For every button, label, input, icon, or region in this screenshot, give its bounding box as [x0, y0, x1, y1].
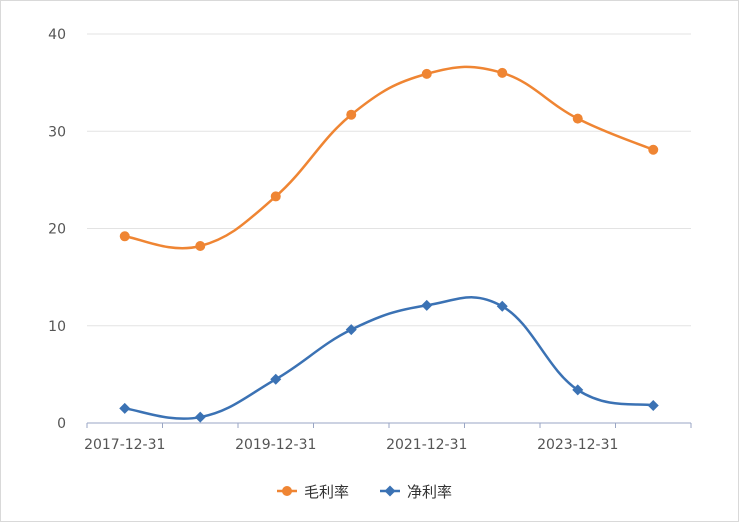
legend-item-1[interactable]: 毛利率: [277, 483, 349, 501]
series-1-point: [421, 68, 432, 79]
series-2-point: [345, 324, 357, 336]
series-1-point: [572, 113, 583, 124]
series-2-point: [119, 402, 131, 414]
series-2-point: [421, 299, 433, 311]
y-tick-label: 10: [48, 319, 66, 335]
y-axis-ticks: 0 10 20 30 40: [48, 27, 66, 432]
legend: 毛利率 净利率: [277, 483, 452, 501]
series-1-point: [270, 191, 281, 202]
y-tick-label: 0: [57, 416, 66, 432]
grid-lines: [87, 33, 691, 327]
series-2-point: [194, 411, 206, 423]
series-2-point: [270, 373, 282, 385]
x-tick-label: 2021-12-31: [386, 437, 467, 453]
x-tick-label: 2017-12-31: [84, 437, 165, 453]
series-2-point: [572, 384, 584, 396]
legend-label: 净利率: [407, 483, 452, 501]
series-1-point: [195, 241, 206, 252]
legend-marker: [384, 485, 396, 497]
series-lines: [119, 65, 659, 423]
y-tick-label: 30: [48, 124, 66, 140]
legend-label: 毛利率: [304, 483, 349, 501]
series-1: [119, 65, 659, 252]
x-axis: 2017-12-31 2019-12-31 2021-12-31 2023-12-31: [84, 422, 692, 453]
y-tick-label: 20: [48, 222, 66, 238]
legend-item-2[interactable]: 净利率: [380, 483, 452, 501]
x-tick-label: 2023-12-31: [537, 437, 618, 453]
series-2-point: [496, 300, 508, 312]
legend-marker: [282, 486, 292, 496]
series-2: [119, 296, 659, 423]
x-tick-label: 2019-12-31: [235, 437, 316, 453]
series-1-point: [346, 109, 357, 120]
series-1-point: [648, 144, 659, 155]
series-2-point: [647, 399, 659, 411]
series-1-point: [119, 231, 130, 242]
series-2-line: [124, 296, 654, 420]
y-tick-label: 40: [48, 27, 66, 43]
series-1-line: [124, 65, 654, 250]
series-1-point: [497, 67, 508, 78]
